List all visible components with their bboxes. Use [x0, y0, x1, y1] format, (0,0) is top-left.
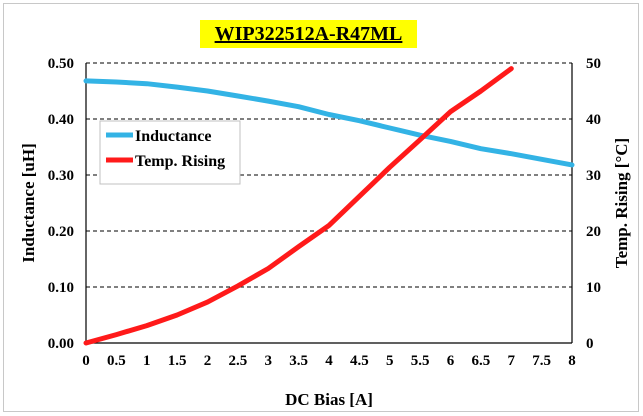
x-tick-label: 4.5	[350, 353, 369, 369]
legend-entry: Temp. Rising	[135, 153, 225, 170]
y-tick-label-left: 0.00	[48, 336, 74, 352]
chart-title: WIP322512A-R47ML	[200, 20, 417, 48]
x-tick-label: 5	[386, 353, 394, 369]
y-axis-label-left: Inductance [uH]	[19, 143, 38, 262]
legend-entry: Inductance	[135, 128, 211, 145]
x-tick-label: 7	[508, 353, 516, 369]
y-tick-label-left: 0.10	[48, 280, 74, 296]
series-line-inductance	[83, 78, 575, 168]
plot-axes	[85, 63, 573, 344]
y-tick-label-right: 0	[586, 336, 594, 352]
y-tick-label-left: 0.40	[48, 112, 74, 128]
chart-frame	[3, 3, 639, 412]
x-axis-label: DC Bias [A]	[285, 390, 373, 409]
x-tick-label: 6	[447, 353, 455, 369]
y-tick-label-right: 40	[586, 112, 601, 128]
series-lines	[83, 66, 575, 346]
x-tick-label: 1.5	[168, 353, 187, 369]
y-tick-label-left: 0.20	[48, 224, 74, 240]
x-tick-label: 4	[325, 353, 333, 369]
x-tick-label: 2	[204, 353, 212, 369]
x-tick-label: 2.5	[229, 353, 248, 369]
x-tick-label: 3.5	[289, 353, 308, 369]
x-tick-label: 3	[265, 353, 273, 369]
y-tick-label-right: 10	[586, 280, 601, 296]
legend: Inductance Temp. Rising	[99, 120, 241, 185]
x-tick-label: 5.5	[411, 353, 430, 369]
legend-box	[99, 120, 241, 185]
x-tick-label: 0	[82, 353, 90, 369]
y-axis-label-right: Temp. Rising [°C]	[612, 138, 631, 268]
y-tick-label-right: 50	[586, 56, 601, 72]
x-tick-label: 0.5	[107, 353, 126, 369]
series-line-temp-rising	[83, 66, 514, 346]
x-tick-label: 8	[568, 353, 576, 369]
y-tick-label-left: 0.50	[48, 56, 74, 72]
y-tick-label-right: 30	[586, 168, 601, 184]
x-tick-label: 6.5	[472, 353, 491, 369]
x-tick-label: 7.5	[532, 353, 551, 369]
y-tick-label-left: 0.30	[48, 168, 74, 184]
y-tick-label-right: 20	[586, 224, 601, 240]
x-tick-label: 1	[143, 353, 151, 369]
tick-labels: 0 0.5 1 1.5 2 2.5 3 3.5 4 4.5 5 5.5 6 6.5 7 7.5 8 0.00 0.1…	[48, 56, 601, 369]
